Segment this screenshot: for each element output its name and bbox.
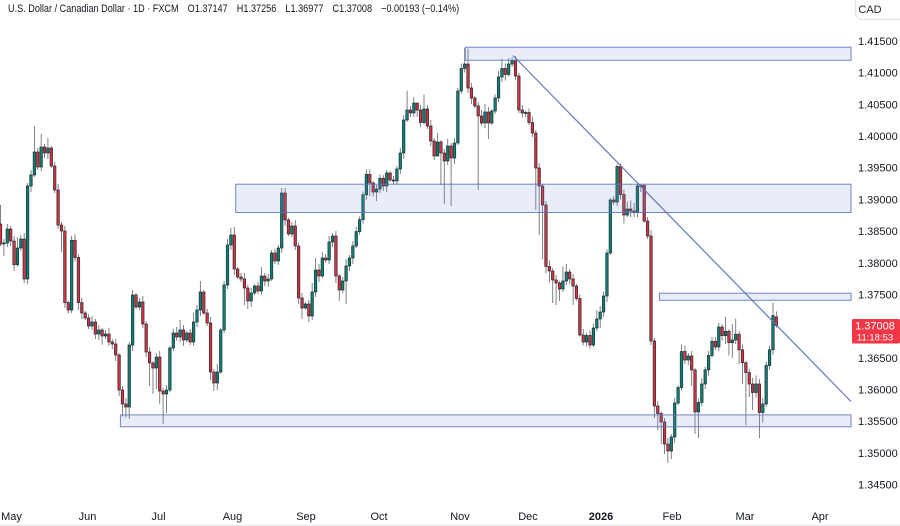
svg-text:1.39000: 1.39000: [858, 194, 898, 206]
svg-text:11:18:53: 11:18:53: [857, 333, 893, 344]
svg-text:Aug: Aug: [223, 511, 243, 523]
svg-text:1.37008: 1.37008: [855, 321, 895, 333]
svg-text:1.39500: 1.39500: [858, 163, 898, 175]
svg-text:1.34500: 1.34500: [858, 480, 898, 492]
svg-text:1.35000: 1.35000: [858, 448, 898, 460]
svg-text:CAD: CAD: [858, 4, 881, 16]
svg-text:Oct: Oct: [370, 511, 387, 523]
svg-text:Nov: Nov: [450, 511, 470, 523]
svg-text:Jun: Jun: [79, 511, 97, 523]
svg-text:Apr: Apr: [811, 511, 828, 523]
svg-text:Mar: Mar: [736, 511, 755, 523]
svg-text:1.37500: 1.37500: [858, 289, 898, 301]
svg-text:1.36000: 1.36000: [858, 385, 898, 397]
svg-text:1.38500: 1.38500: [858, 226, 898, 238]
svg-text:1.36500: 1.36500: [858, 353, 898, 365]
svg-text:1.41500: 1.41500: [858, 36, 898, 48]
svg-text:1.38000: 1.38000: [858, 258, 898, 270]
svg-text:Sep: Sep: [296, 511, 316, 523]
svg-text:1.40000: 1.40000: [858, 131, 898, 143]
svg-text:1.40500: 1.40500: [858, 99, 898, 111]
svg-text:2026: 2026: [589, 511, 613, 523]
svg-text:May: May: [1, 511, 22, 523]
svg-text:1.35500: 1.35500: [858, 416, 898, 428]
svg-text:Dec: Dec: [518, 511, 538, 523]
svg-text:Feb: Feb: [663, 511, 682, 523]
svg-text:Jul: Jul: [151, 511, 165, 523]
svg-text:1.41000: 1.41000: [858, 68, 898, 80]
